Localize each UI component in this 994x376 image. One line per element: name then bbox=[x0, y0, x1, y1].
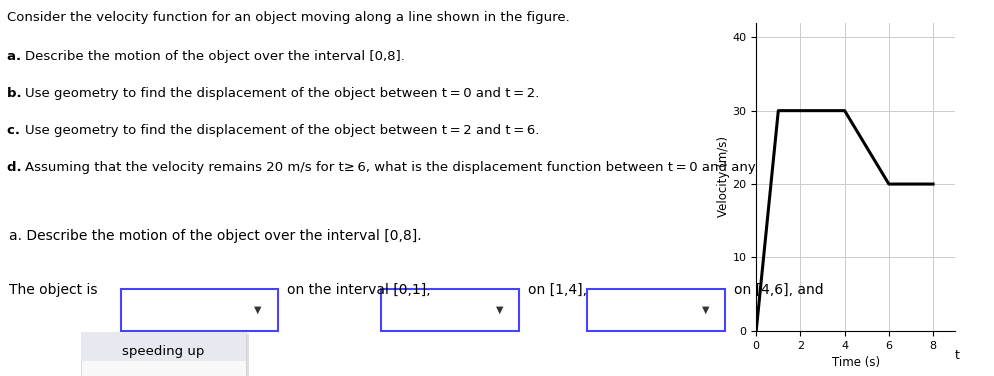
Text: Consider the velocity function for an object moving along a line shown in the fi: Consider the velocity function for an ob… bbox=[7, 11, 570, 24]
FancyBboxPatch shape bbox=[81, 332, 247, 376]
Text: Use geometry to find the displacement of the object between t = 0 and t = 2.: Use geometry to find the displacement of… bbox=[25, 87, 539, 100]
Text: The object is: The object is bbox=[9, 283, 97, 297]
FancyBboxPatch shape bbox=[83, 334, 248, 376]
FancyBboxPatch shape bbox=[121, 289, 277, 331]
Text: c.: c. bbox=[7, 124, 25, 137]
Text: on [1,4],: on [1,4], bbox=[528, 283, 586, 297]
FancyBboxPatch shape bbox=[380, 289, 519, 331]
Y-axis label: Velocity (m/s): Velocity (m/s) bbox=[716, 136, 729, 217]
Text: ▼: ▼ bbox=[701, 305, 709, 315]
Text: t: t bbox=[954, 349, 959, 362]
Text: on the interval [0,1],: on the interval [0,1], bbox=[286, 283, 429, 297]
FancyBboxPatch shape bbox=[81, 332, 247, 361]
Text: ▼: ▼ bbox=[253, 305, 261, 315]
Text: Use geometry to find the displacement of the object between t = 2 and t = 6.: Use geometry to find the displacement of… bbox=[25, 124, 539, 137]
Text: ▼: ▼ bbox=[495, 305, 503, 315]
Text: b.: b. bbox=[7, 87, 27, 100]
Text: a.: a. bbox=[7, 50, 26, 63]
X-axis label: Time (s): Time (s) bbox=[831, 356, 879, 369]
Text: Describe the motion of the object over the interval [0,8].: Describe the motion of the object over t… bbox=[25, 50, 405, 63]
Text: on [4,6], and: on [4,6], and bbox=[734, 283, 823, 297]
Text: Assuming that the velocity remains 20 m/s for t≥ 6, what is the displacement fun: Assuming that the velocity remains 20 m/… bbox=[25, 161, 828, 174]
Text: speeding up: speeding up bbox=[122, 345, 205, 358]
FancyBboxPatch shape bbox=[585, 289, 725, 331]
Text: d.: d. bbox=[7, 161, 27, 174]
Text: a. Describe the motion of the object over the interval [0,8].: a. Describe the motion of the object ove… bbox=[9, 229, 421, 243]
